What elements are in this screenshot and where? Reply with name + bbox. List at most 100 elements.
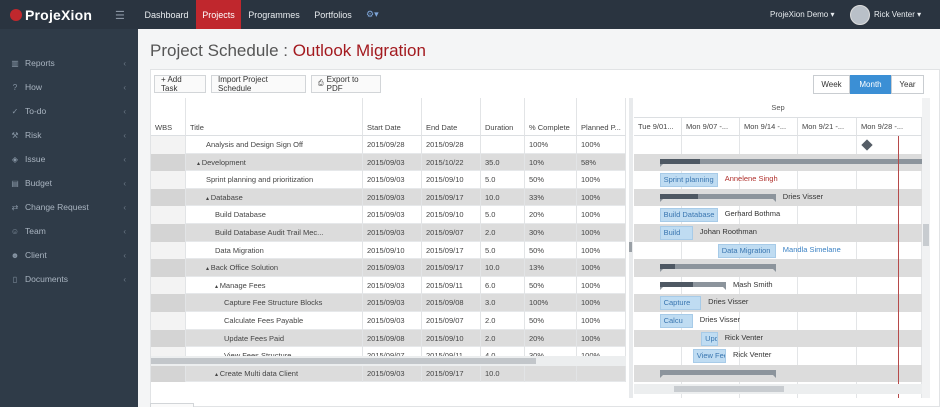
sidebar-item-label: Documents: [25, 274, 68, 284]
view-week-button[interactable]: Week: [813, 75, 850, 94]
summary-cap: [659, 374, 663, 378]
cell-complete: 33%: [525, 188, 577, 207]
table-row[interactable]: ▴ Manage Fees 2015/09/03 2015/09/11 6.0 50% 1…: [151, 276, 626, 295]
column-header[interactable]: Title: [186, 98, 363, 136]
task-bar[interactable]: Calcu: [659, 314, 693, 328]
brand[interactable]: ProjeXion ☰: [0, 0, 138, 29]
cell-complete: 30%: [525, 347, 577, 365]
splitter-handle[interactable]: [629, 242, 632, 252]
cell-title: ▴ Back Office Solution: [186, 259, 363, 277]
sidebar-item-client[interactable]: ☻ Client ‹: [0, 243, 138, 267]
sidebar-item-how[interactable]: ? How ‹: [0, 75, 138, 99]
task-bar[interactable]: Build: [659, 226, 693, 240]
account-dropdown[interactable]: ProjeXion Demo ▾: [770, 10, 835, 19]
timeline-week: Mon 9/28 -...: [857, 118, 922, 136]
task-bar[interactable]: Sprint planning: [659, 173, 718, 188]
task-bar[interactable]: Capture: [659, 296, 702, 311]
cell-title: Capture Fee Structure Blocks: [186, 294, 363, 312]
sidebar-item-issue[interactable]: ◈ Issue ‹: [0, 147, 138, 171]
cell-end: 2015/09/28: [422, 136, 481, 154]
gear-icon[interactable]: ⚙▾: [366, 9, 379, 19]
sidebar-item-reports[interactable]: ▥ Reports ‹: [0, 51, 138, 75]
collapse-toggle-icon[interactable]: ▴: [215, 371, 220, 378]
cell-duration: 10.0: [481, 188, 525, 207]
column-header[interactable]: Start Date: [363, 98, 422, 136]
table-row[interactable]: Calculate Fees Payable 2015/09/03 2015/09/…: [151, 312, 626, 330]
user-menu[interactable]: Rick Venter ▾: [850, 0, 921, 29]
collapse-toggle-icon[interactable]: ▴: [197, 160, 202, 167]
view-year-button[interactable]: Year: [891, 75, 924, 94]
sidebar-item-budget[interactable]: ▤ Budget ‹: [0, 171, 138, 195]
table-row[interactable]: Update Fees Paid 2015/09/08 2015/09/10 2.0 2…: [151, 329, 626, 348]
collapse-toggle-icon[interactable]: ▴: [215, 283, 220, 290]
nav-projects[interactable]: Projects: [196, 0, 241, 34]
cell-title: ▴ Development: [186, 153, 363, 172]
cell-duration: 10.0: [481, 259, 525, 277]
hamburger-icon[interactable]: ☰: [115, 10, 125, 22]
cell-title: Update Fees Paid: [186, 329, 363, 348]
task-bar[interactable]: Upda: [701, 331, 718, 346]
task-bar[interactable]: View Fees S: [692, 349, 726, 364]
table-row[interactable]: Build Database 2015/09/03 2015/09/10 5.0 20%…: [151, 206, 626, 224]
cell-complete: 100%: [525, 136, 577, 154]
table-row[interactable]: Analysis and Design Sign Off 2015/09/28 20…: [151, 136, 626, 154]
sidebar-item-change-request[interactable]: ⇄ Change Request ‹: [0, 195, 138, 219]
grid-horizontal-scrollbar[interactable]: [151, 356, 626, 366]
export-pdf-button[interactable]: ⎙ Export to PDF: [311, 75, 381, 93]
column-header[interactable]: Planned P...: [577, 98, 626, 136]
sidebar-item-label: How: [25, 82, 43, 92]
nav-dashboard[interactable]: Dashboard: [144, 9, 189, 20]
assignee-label[interactable]: Mandla Simelane: [782, 244, 841, 254]
assignee-label[interactable]: Annelene Singh: [724, 174, 778, 184]
cell-complete: 30%: [525, 224, 577, 242]
column-header[interactable]: WBS: [151, 98, 186, 136]
schedule-panel: + Add Task Import Project Schedule ⎙ Expo…: [150, 69, 940, 407]
column-header[interactable]: Duration: [481, 98, 525, 136]
table-row[interactable]: ▴ Create Multi data Client 2015/09/03 2015…: [151, 364, 626, 383]
collapse-toggle-icon[interactable]: ▴: [206, 266, 211, 273]
summary-bar[interactable]: [659, 193, 776, 202]
cell-complete: 100%: [525, 294, 577, 312]
column-header[interactable]: End Date: [422, 98, 481, 136]
sidebar-item-documents[interactable]: ▯ Documents ‹: [0, 267, 138, 291]
cell-planned: [577, 364, 626, 383]
table-row[interactable]: Build Database Audit Trail Mec... 2015/09…: [151, 224, 626, 242]
tag-icon: ◈: [11, 154, 19, 164]
milestone-marker[interactable]: [861, 139, 873, 151]
view-month-button[interactable]: Month: [850, 75, 891, 94]
cell-wbs: [151, 136, 186, 154]
summary-bar[interactable]: [659, 281, 726, 290]
sidebar-item-risk[interactable]: ⚒ Risk ‹: [0, 123, 138, 147]
gantt-horizontal-scrollbar[interactable]: [634, 384, 922, 394]
scrollbar-thumb[interactable]: [923, 224, 929, 246]
add-task-button[interactable]: + Add Task: [154, 75, 206, 93]
scrollbar-thumb[interactable]: [674, 386, 784, 392]
task-bar[interactable]: Data Migration: [717, 243, 776, 258]
table-row[interactable]: Capture Fee Structure Blocks 2015/09/03 20…: [151, 294, 626, 312]
task-bar[interactable]: Build Database: [659, 208, 718, 223]
table-row[interactable]: ▴ Database 2015/09/03 2015/09/17 10.0 33% 100…: [151, 188, 626, 207]
nav-programmes[interactable]: Programmes: [248, 9, 300, 20]
summary-bar[interactable]: [659, 158, 922, 167]
sidebar-item-to-do[interactable]: ✓ To-do ‹: [0, 99, 138, 123]
scrollbar-thumb[interactable]: [151, 358, 536, 364]
table-row[interactable]: ▴ Development 2015/09/03 2015/10/22 35.0 10%…: [151, 153, 626, 172]
cell-duration: 2.0: [481, 224, 525, 242]
summary-bar[interactable]: [659, 369, 776, 378]
gantt-vertical-scrollbar[interactable]: [922, 98, 930, 398]
sidebar-item-team[interactable]: ☺ Team ‹: [0, 219, 138, 243]
pane-splitter[interactable]: [629, 98, 633, 398]
task-grid: WBS Title Start Date End Date Duration% Comp…: [151, 98, 626, 398]
table-row[interactable]: Sprint planning and prioritization 2015/0…: [151, 171, 626, 189]
import-schedule-button[interactable]: Import Project Schedule: [211, 75, 306, 93]
column-header[interactable]: % Complete: [525, 98, 577, 136]
nav-portfolios[interactable]: Portfolios: [314, 9, 352, 20]
collapse-toggle-icon[interactable]: ▴: [206, 195, 211, 202]
assignee-label: Gerhard Bothma: [724, 209, 781, 219]
sidebar-item-label: Risk: [25, 130, 42, 140]
cell-planned: 100%: [577, 206, 626, 224]
table-row[interactable]: ▴ Back Office Solution 2015/09/03 2015/09/…: [151, 259, 626, 277]
table-row[interactable]: Data Migration 2015/09/10 2015/09/17 5.0 50%…: [151, 241, 626, 260]
pager-control[interactable]: [150, 403, 194, 407]
summary-bar[interactable]: [659, 264, 776, 273]
